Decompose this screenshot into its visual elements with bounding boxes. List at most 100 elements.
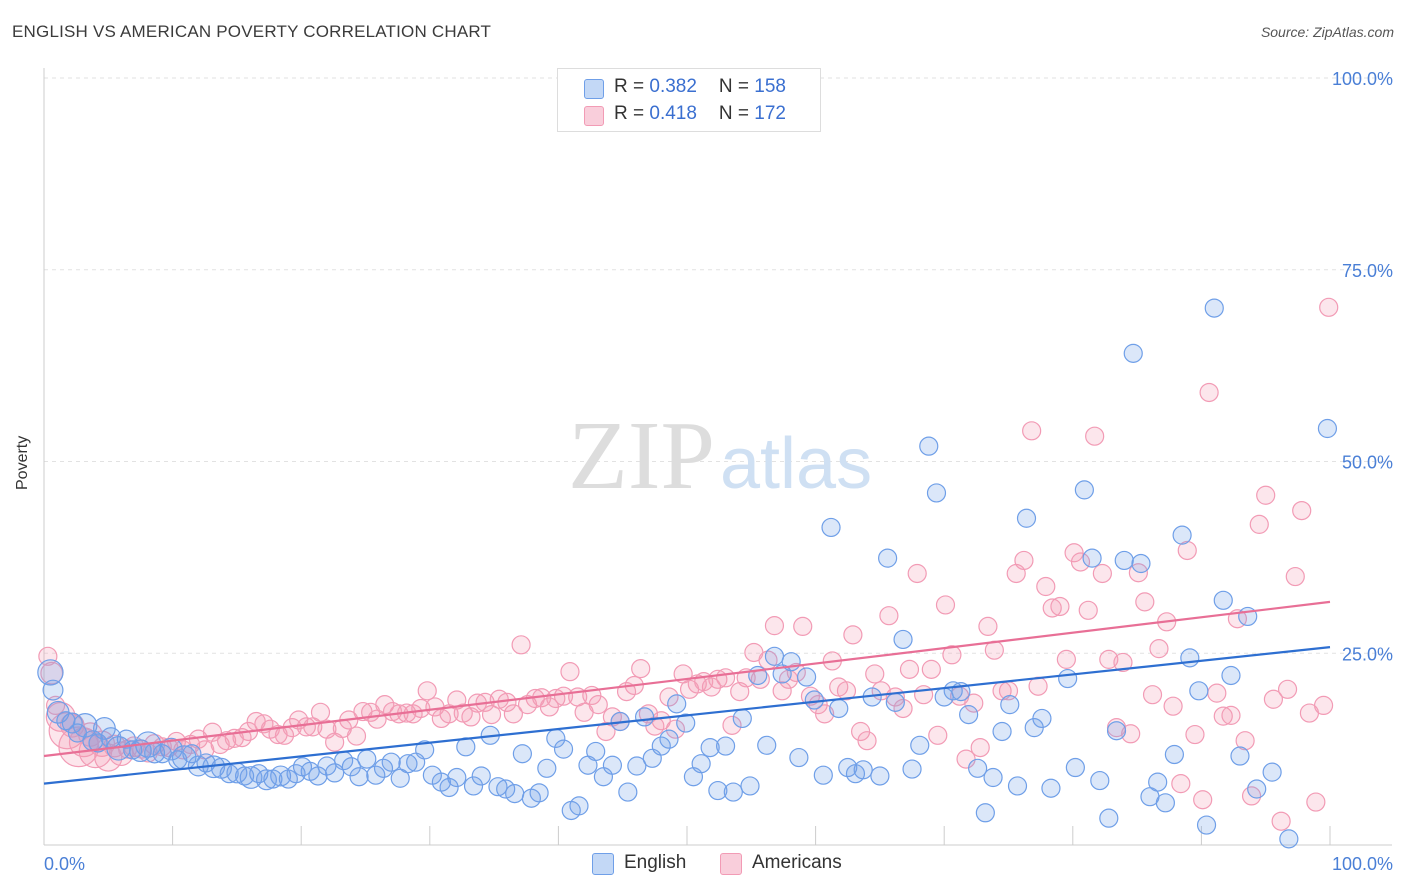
americans-point-135 <box>978 616 998 637</box>
americans-n-label: N = <box>718 103 755 124</box>
english-point-80 <box>651 736 671 756</box>
english-point-68 <box>553 739 574 759</box>
english-point-66 <box>537 758 557 778</box>
americans-point-41 <box>310 702 331 722</box>
americans-point-99 <box>722 715 742 735</box>
english-point-145 <box>1189 681 1209 701</box>
english-point-125 <box>1016 508 1037 528</box>
americans-point-90 <box>659 687 679 707</box>
americans-point-163 <box>1177 540 1197 561</box>
english-point-142 <box>1164 744 1184 765</box>
y-tick-label-3: 100.0% <box>1332 69 1393 89</box>
americans-point-167 <box>1207 683 1227 703</box>
americans-point-140 <box>1014 550 1034 571</box>
americans-point-169 <box>1221 705 1241 725</box>
americans-point-98 <box>715 668 736 688</box>
english-point-87 <box>708 780 728 801</box>
trend-lines <box>43 600 1331 785</box>
americans-point-96 <box>701 677 722 697</box>
english-point-85 <box>691 754 711 774</box>
americans-point-179 <box>1292 500 1312 521</box>
english-point-74 <box>602 755 623 775</box>
y-tick-label-1: 50.0% <box>1342 453 1393 473</box>
americans-point-2 <box>45 695 66 716</box>
english-point-136 <box>1114 550 1134 571</box>
americans-point-121 <box>879 606 899 626</box>
english-point-86 <box>700 737 720 758</box>
americans-point-141 <box>1022 421 1042 441</box>
americans-point-105 <box>764 616 785 636</box>
americans-point-3 <box>45 701 76 732</box>
english-point-108 <box>878 548 898 568</box>
english-point-89 <box>723 782 743 802</box>
english-point-63 <box>512 744 532 764</box>
americans-point-145 <box>1050 596 1070 617</box>
gridlines <box>44 77 1392 654</box>
americans-point-112 <box>815 704 835 724</box>
americans-point-50 <box>375 695 395 715</box>
americans-point-55 <box>411 698 431 719</box>
english-point-46 <box>373 758 394 778</box>
english-point-107 <box>870 766 890 786</box>
americans-point-159 <box>1149 639 1169 659</box>
english-swatch <box>584 79 604 99</box>
americans-point-91 <box>665 719 686 739</box>
americans-point-133 <box>964 693 984 713</box>
english-point-31 <box>255 769 277 791</box>
english-point-135 <box>1106 721 1127 741</box>
english-point-128 <box>1041 778 1061 798</box>
americans-point-166 <box>1199 382 1219 403</box>
americans-point-109 <box>793 616 813 637</box>
americans-point-176 <box>1271 811 1291 831</box>
english-point-141 <box>1155 793 1175 813</box>
americans-point-171 <box>1235 731 1255 751</box>
americans-point-129 <box>935 595 956 615</box>
americans-point-182 <box>1313 695 1334 716</box>
english-point-122 <box>992 721 1012 742</box>
legend-english-text: R = 0.382 N = 158 <box>614 76 786 98</box>
americans-point-174 <box>1256 485 1276 505</box>
source-label: Source: ZipAtlas.com <box>1260 24 1394 40</box>
english-point-4 <box>61 712 83 734</box>
english-point-114 <box>926 483 947 503</box>
americans-point-158 <box>1142 685 1163 705</box>
english-point-83 <box>676 713 696 733</box>
americans-point-76 <box>560 662 580 682</box>
americans-point-164 <box>1185 724 1205 745</box>
english-trend-line <box>43 646 1331 785</box>
english-point-99 <box>804 690 824 710</box>
americans-point-127 <box>921 659 941 679</box>
americans-point-130 <box>942 645 962 665</box>
americans-point-0 <box>38 646 58 666</box>
english-r-label: R = <box>614 76 650 97</box>
americans-point-151 <box>1092 563 1112 584</box>
english-point-153 <box>1262 762 1282 782</box>
english-point-120 <box>975 803 995 823</box>
americans-point-128 <box>928 725 948 745</box>
english-point-21 <box>182 744 202 764</box>
english-point-65 <box>529 783 549 803</box>
americans-point-124 <box>899 659 920 679</box>
americans-point-134 <box>970 737 990 758</box>
english-point-113 <box>919 436 939 456</box>
english-point-90 <box>732 708 752 729</box>
americans-point-154 <box>1113 652 1133 673</box>
americans-point-75 <box>553 686 574 706</box>
watermark-atlas: atlas <box>720 424 872 504</box>
english-point-54 <box>439 777 459 798</box>
english-point-58 <box>471 766 491 786</box>
chart-title: ENGLISH VS AMERICAN POVERTY CORRELATION … <box>12 22 492 41</box>
english-point-146 <box>1196 815 1217 835</box>
americans-point-183 <box>1319 297 1339 317</box>
english-point-18 <box>159 737 183 761</box>
english-point-105 <box>853 760 873 780</box>
axes <box>43 68 1392 846</box>
english-point-93 <box>757 735 777 755</box>
english-point-70 <box>569 796 589 816</box>
americans-point-65 <box>481 705 502 725</box>
english-point-43 <box>349 767 369 787</box>
americans-point-177 <box>1277 679 1298 699</box>
americans-point-178 <box>1285 566 1305 587</box>
x-tick-label-1: 100.0% <box>1332 854 1393 874</box>
americans-point-115 <box>836 681 857 701</box>
